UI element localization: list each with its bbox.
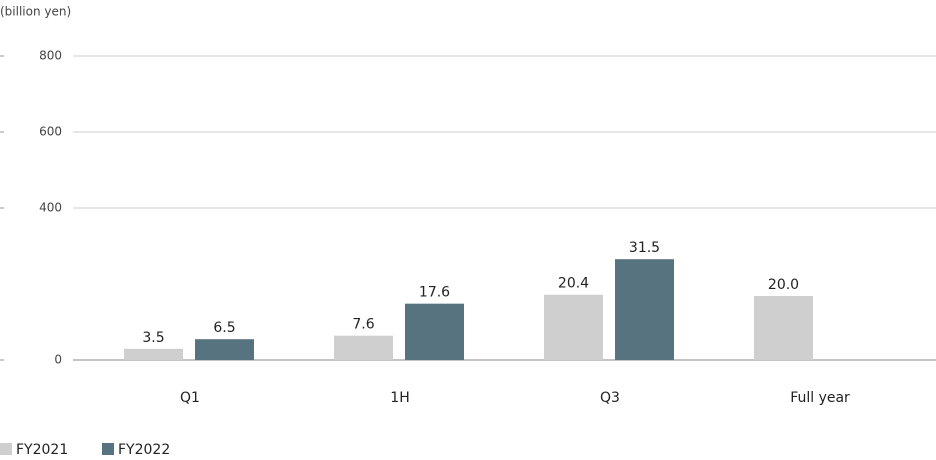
y-tick-label: 0 (54, 353, 62, 367)
bar (615, 259, 674, 360)
data-label: 20.4 (558, 276, 589, 292)
data-label: 17.6 (419, 285, 450, 301)
bar (124, 348, 183, 360)
data-label: 31.5 (629, 240, 660, 256)
x-tick-label: Q3 (600, 390, 620, 406)
data-label: 20.0 (768, 277, 799, 293)
bar (544, 294, 603, 360)
data-label: 6.5 (213, 320, 235, 336)
legend-label: FY2021 (16, 442, 68, 456)
bar (334, 335, 393, 360)
y-axis-label: (billion yen) (0, 5, 71, 19)
legend-swatch (102, 443, 114, 455)
legend-swatch (0, 443, 12, 455)
y-tick-label: 600 (39, 125, 62, 139)
bar (405, 303, 464, 360)
x-tick-label: Q1 (180, 390, 200, 406)
legend-label: FY2022 (118, 442, 170, 456)
bar (195, 339, 254, 360)
bar (754, 296, 813, 360)
data-label: 3.5 (142, 330, 164, 346)
y-tick-label: 800 (39, 49, 62, 63)
x-tick-label: 1H (390, 390, 409, 406)
x-tick-label: Full year (790, 390, 850, 406)
data-label: 7.6 (352, 317, 374, 333)
y-tick-label: 400 (39, 201, 62, 215)
